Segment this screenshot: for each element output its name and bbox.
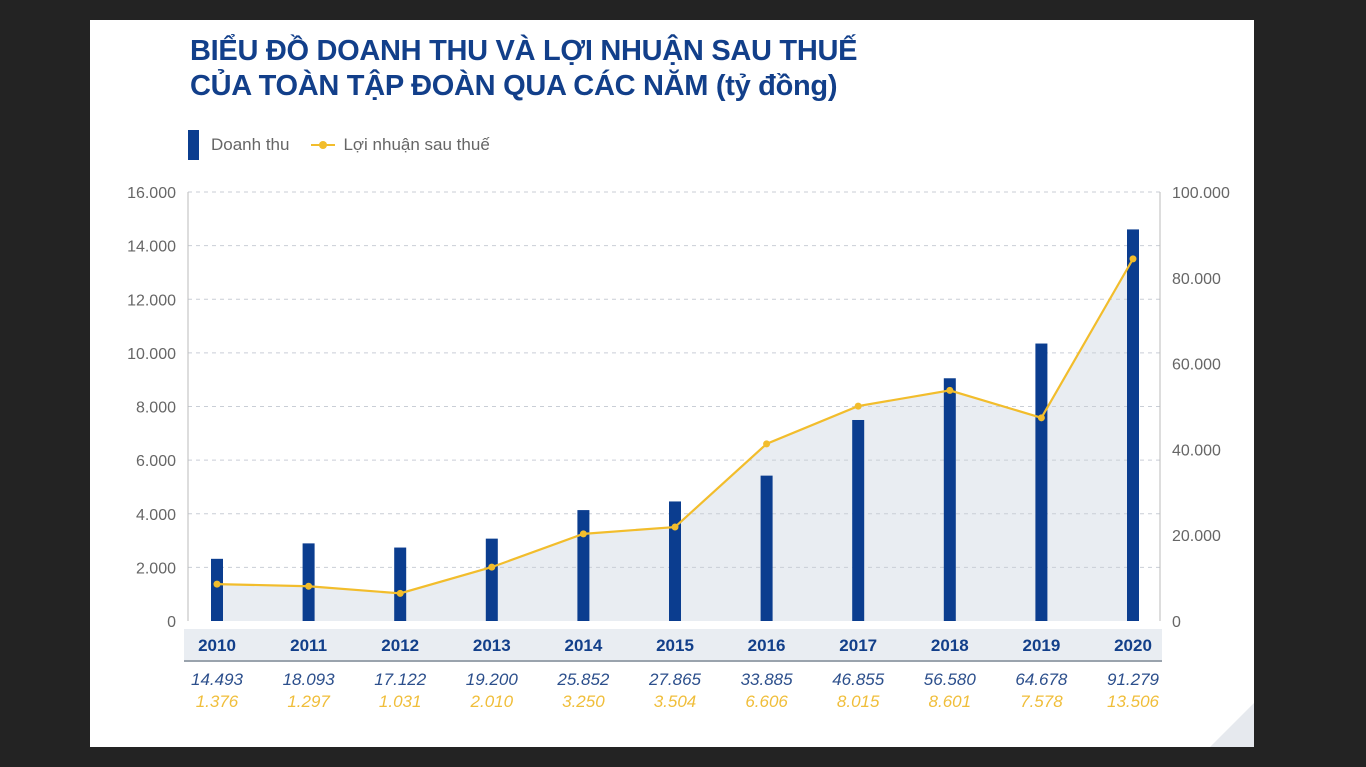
- revenue-value-label: 91.279: [1107, 670, 1160, 689]
- revenue-value-label: 14.493: [191, 670, 244, 689]
- revenue-bar: [852, 419, 865, 621]
- left-tick-label: 10.000: [127, 346, 176, 363]
- year-label: 2019: [1022, 636, 1060, 655]
- revenue-value-label: 18.093: [283, 670, 336, 689]
- right-tick-label: 40.000: [1172, 442, 1221, 459]
- year-label: 2011: [290, 636, 327, 655]
- revenue-value-label: 19.200: [466, 670, 519, 689]
- revenue-bar: [1127, 229, 1139, 621]
- title-line-1: BIỂU ĐỒ DOANH THU VÀ LỢI NHUẬN SAU THUẾ: [190, 35, 858, 67]
- legend-profit-label: Lợi nhuận sau thuế: [343, 135, 490, 154]
- legend-revenue-label: Doanh thu: [211, 135, 290, 154]
- profit-point: [305, 582, 313, 590]
- revenue-value-label: 27.865: [648, 670, 702, 689]
- year-label: 2020: [1114, 636, 1152, 655]
- year-label: 2013: [473, 636, 511, 655]
- profit-point: [946, 386, 954, 394]
- profit-point: [854, 402, 862, 410]
- legend-line-swatch: [311, 141, 336, 149]
- right-tick-label: 80.000: [1172, 271, 1221, 288]
- revenue-bar: [485, 538, 498, 621]
- profit-point: [1037, 414, 1045, 422]
- profit-value-label: 1.031: [379, 692, 422, 711]
- chart-title: BIỂU ĐỒ DOANH THU VÀ LỢI NHUẬN SAU THUẾ …: [190, 34, 857, 104]
- profit-point: [213, 580, 221, 588]
- title-line-2: CỦA TOÀN TẬP ĐOÀN QUA CÁC NĂM (tỷ đồng): [190, 70, 838, 102]
- year-label: 2012: [381, 636, 419, 655]
- revenue-value-label: 46.855: [832, 670, 885, 689]
- legend-bar-swatch: [188, 130, 199, 160]
- revenue-bar: [760, 475, 773, 621]
- profit-point: [1129, 255, 1137, 263]
- year-label: 2014: [564, 636, 602, 655]
- profit-point: [488, 563, 496, 571]
- right-tick-label: 100.000: [1172, 185, 1230, 202]
- year-label: 2010: [198, 636, 236, 655]
- left-tick-label: 12.000: [127, 292, 176, 309]
- profit-value-label: 3.504: [654, 692, 697, 711]
- revenue-bar: [1035, 343, 1048, 621]
- left-tick-label: 16.000: [127, 185, 176, 202]
- profit-point: [763, 440, 771, 448]
- profit-value-label: 2.010: [470, 692, 514, 711]
- profit-value-label: 1.297: [287, 692, 330, 711]
- profit-point: [396, 589, 404, 597]
- year-label: 2017: [839, 636, 877, 655]
- year-label: 2015: [656, 636, 694, 655]
- year-label: 2016: [748, 636, 786, 655]
- revenue-value-label: 33.885: [741, 670, 794, 689]
- profit-value-label: 8.601: [929, 692, 972, 711]
- revenue-value-label: 64.678: [1015, 670, 1068, 689]
- profit-point: [579, 530, 587, 538]
- revenue-bar: [943, 378, 956, 621]
- right-tick-label: 20.000: [1172, 528, 1221, 545]
- legend: Doanh thu Lợi nhuận sau thuế: [188, 130, 490, 160]
- revenue-value-label: 17.122: [374, 670, 427, 689]
- revenue-bar: [302, 543, 315, 621]
- profit-value-label: 3.250: [562, 692, 605, 711]
- profit-value-label: 13.506: [1107, 692, 1160, 711]
- profit-value-label: 8.015: [837, 692, 880, 711]
- year-label: 2018: [931, 636, 969, 655]
- revenue-bar: [394, 547, 407, 621]
- profit-point: [671, 523, 679, 531]
- corner-decoration: [1210, 703, 1254, 747]
- left-tick-label: 4.000: [136, 507, 176, 524]
- revenue-value-label: 25.852: [556, 670, 610, 689]
- area-under-line: [217, 258, 1133, 621]
- profit-value-label: 7.578: [1020, 692, 1063, 711]
- year-band: [184, 629, 1162, 660]
- left-tick-label: 8.000: [136, 400, 176, 417]
- revenue-bar: [577, 510, 590, 621]
- left-tick-label: 14.000: [127, 239, 176, 256]
- left-tick-label: 6.000: [136, 453, 176, 470]
- left-tick-label: 0: [167, 614, 176, 631]
- left-tick-label: 2.000: [136, 560, 176, 577]
- right-tick-label: 0: [1172, 614, 1181, 631]
- revenue-bar: [669, 501, 681, 621]
- profit-value-label: 1.376: [196, 692, 239, 711]
- revenue-bar: [211, 558, 223, 621]
- right-tick-label: 60.000: [1172, 357, 1221, 374]
- profit-value-label: 6.606: [745, 692, 788, 711]
- revenue-value-label: 56.580: [924, 670, 977, 689]
